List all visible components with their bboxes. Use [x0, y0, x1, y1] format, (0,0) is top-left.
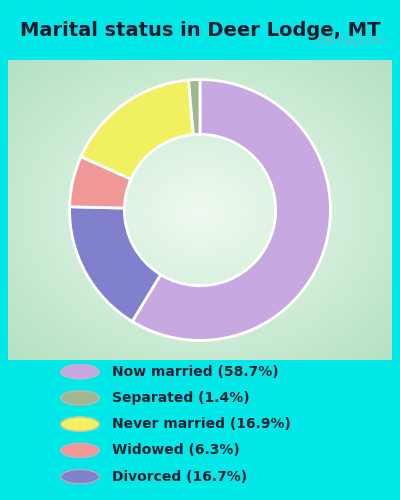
Text: Never married (16.9%): Never married (16.9%): [112, 417, 291, 431]
Circle shape: [61, 364, 99, 379]
Text: City-Data.com: City-Data.com: [316, 36, 386, 46]
Wedge shape: [70, 206, 161, 322]
Circle shape: [61, 391, 99, 405]
Text: Marital status in Deer Lodge, MT: Marital status in Deer Lodge, MT: [20, 21, 380, 40]
Circle shape: [61, 470, 99, 484]
Circle shape: [61, 444, 99, 458]
Text: Now married (58.7%): Now married (58.7%): [112, 364, 279, 378]
Text: Widowed (6.3%): Widowed (6.3%): [112, 444, 240, 458]
Text: Divorced (16.7%): Divorced (16.7%): [112, 470, 247, 484]
Text: Separated (1.4%): Separated (1.4%): [112, 391, 250, 405]
Circle shape: [61, 417, 99, 432]
Wedge shape: [70, 156, 131, 208]
Wedge shape: [81, 80, 193, 179]
Wedge shape: [132, 80, 330, 340]
Wedge shape: [188, 80, 200, 134]
